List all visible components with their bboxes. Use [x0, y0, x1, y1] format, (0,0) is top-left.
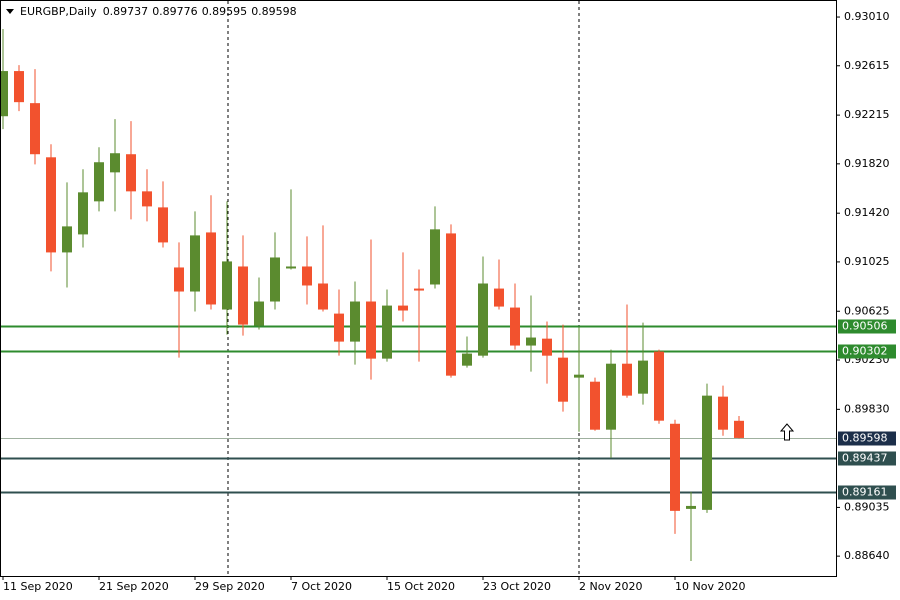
candle-body [94, 162, 104, 202]
y-tick-label: 0.92215 [844, 108, 890, 121]
x-tick-label: 21 Sep 2020 [99, 580, 169, 593]
level-tag-label: 0.89598 [842, 432, 888, 445]
y-tick-label: 0.91025 [844, 255, 890, 268]
x-tick-label: 10 Nov 2020 [675, 580, 745, 593]
candle-body [510, 307, 520, 346]
candle-body [686, 505, 696, 509]
candle-body [718, 396, 728, 430]
candle-body [238, 266, 248, 325]
level-tag [838, 485, 896, 500]
candle-body [542, 338, 552, 356]
x-tick-label: 15 Oct 2020 [387, 580, 455, 593]
candle-body [414, 288, 424, 291]
candle-body [558, 357, 568, 402]
candle-body [350, 301, 360, 342]
candle-body [462, 353, 472, 366]
level-tag-label: 0.90302 [842, 345, 888, 358]
candle-body [526, 337, 536, 346]
candle-body [254, 301, 264, 326]
level-tag [838, 344, 896, 359]
candles [1, 29, 744, 561]
menu-triangle[interactable] [6, 9, 14, 14]
y-tick-label: 0.90625 [844, 304, 890, 317]
candle-body [622, 363, 632, 396]
candle-body [30, 103, 40, 155]
candle-body [62, 226, 72, 253]
x-tick-label: 23 Oct 2020 [483, 580, 551, 593]
candle-body [318, 283, 328, 310]
header-close: 0.89598 [251, 5, 297, 18]
candle-body [446, 233, 456, 376]
y-tick-label: 0.88640 [844, 549, 890, 562]
level-tag-label: 0.90506 [842, 320, 888, 333]
x-tick-label: 2 Nov 2020 [579, 580, 642, 593]
y-tick-label: 0.93010 [844, 10, 890, 23]
y-tick-label: 0.92615 [844, 59, 890, 72]
candle-body [142, 191, 152, 207]
candle-body [1, 71, 8, 117]
header-high: 0.89776 [152, 5, 198, 18]
level-tag-label: 0.89437 [842, 452, 888, 465]
level-tag [838, 319, 896, 334]
candle-body [574, 374, 584, 378]
y-tick-label: 0.91420 [844, 206, 890, 219]
candle-body [478, 283, 488, 356]
candle-body [334, 313, 344, 342]
candle-body [270, 257, 280, 302]
candle-body [110, 153, 120, 173]
candle-body [78, 192, 88, 235]
level-tag [838, 451, 896, 466]
candle-body [286, 266, 296, 269]
candle-body [654, 351, 664, 421]
candle-body [46, 157, 56, 253]
candle-body [638, 360, 648, 394]
symbol: EURGBP,Daily [20, 5, 97, 18]
chart-header: EURGBP,Daily 0.89737 0.89776 0.89595 0.89598 [20, 5, 297, 18]
candle-body [190, 235, 200, 292]
header-open: 0.89737 [103, 5, 149, 18]
y-tick-label: 0.91820 [844, 157, 890, 170]
candle-body [222, 261, 232, 310]
candle-body [206, 232, 216, 305]
candle-body [702, 395, 712, 510]
candle-body [430, 229, 440, 285]
x-tick-label: 29 Sep 2020 [195, 580, 265, 593]
candle-body [302, 266, 312, 286]
candle-body [670, 423, 680, 511]
candle-body [174, 267, 184, 292]
candle-body [14, 71, 24, 103]
level-tag-label: 0.89161 [842, 486, 888, 499]
level-tag [838, 431, 896, 446]
candle-body [734, 420, 744, 438]
header-low: 0.89595 [202, 5, 248, 18]
y-tick-label: 0.89035 [844, 500, 890, 513]
candle-body [590, 381, 600, 430]
y-tick-label: 0.89830 [844, 402, 890, 415]
candle-body [158, 207, 168, 243]
candle-body [366, 301, 376, 359]
candle-body [126, 154, 136, 192]
x-tick-label: 11 Sep 2020 [3, 580, 73, 593]
arrow-object[interactable] [779, 423, 795, 441]
x-tick-label: 7 Oct 2020 [291, 580, 352, 593]
candle-body [398, 305, 408, 311]
candle-body [382, 305, 392, 359]
candle-body [494, 288, 504, 307]
axis: 0.93010 0.92615 0.92215 0.91820 0.91420 0.910… [2, 10, 896, 593]
candle-body [606, 363, 616, 430]
